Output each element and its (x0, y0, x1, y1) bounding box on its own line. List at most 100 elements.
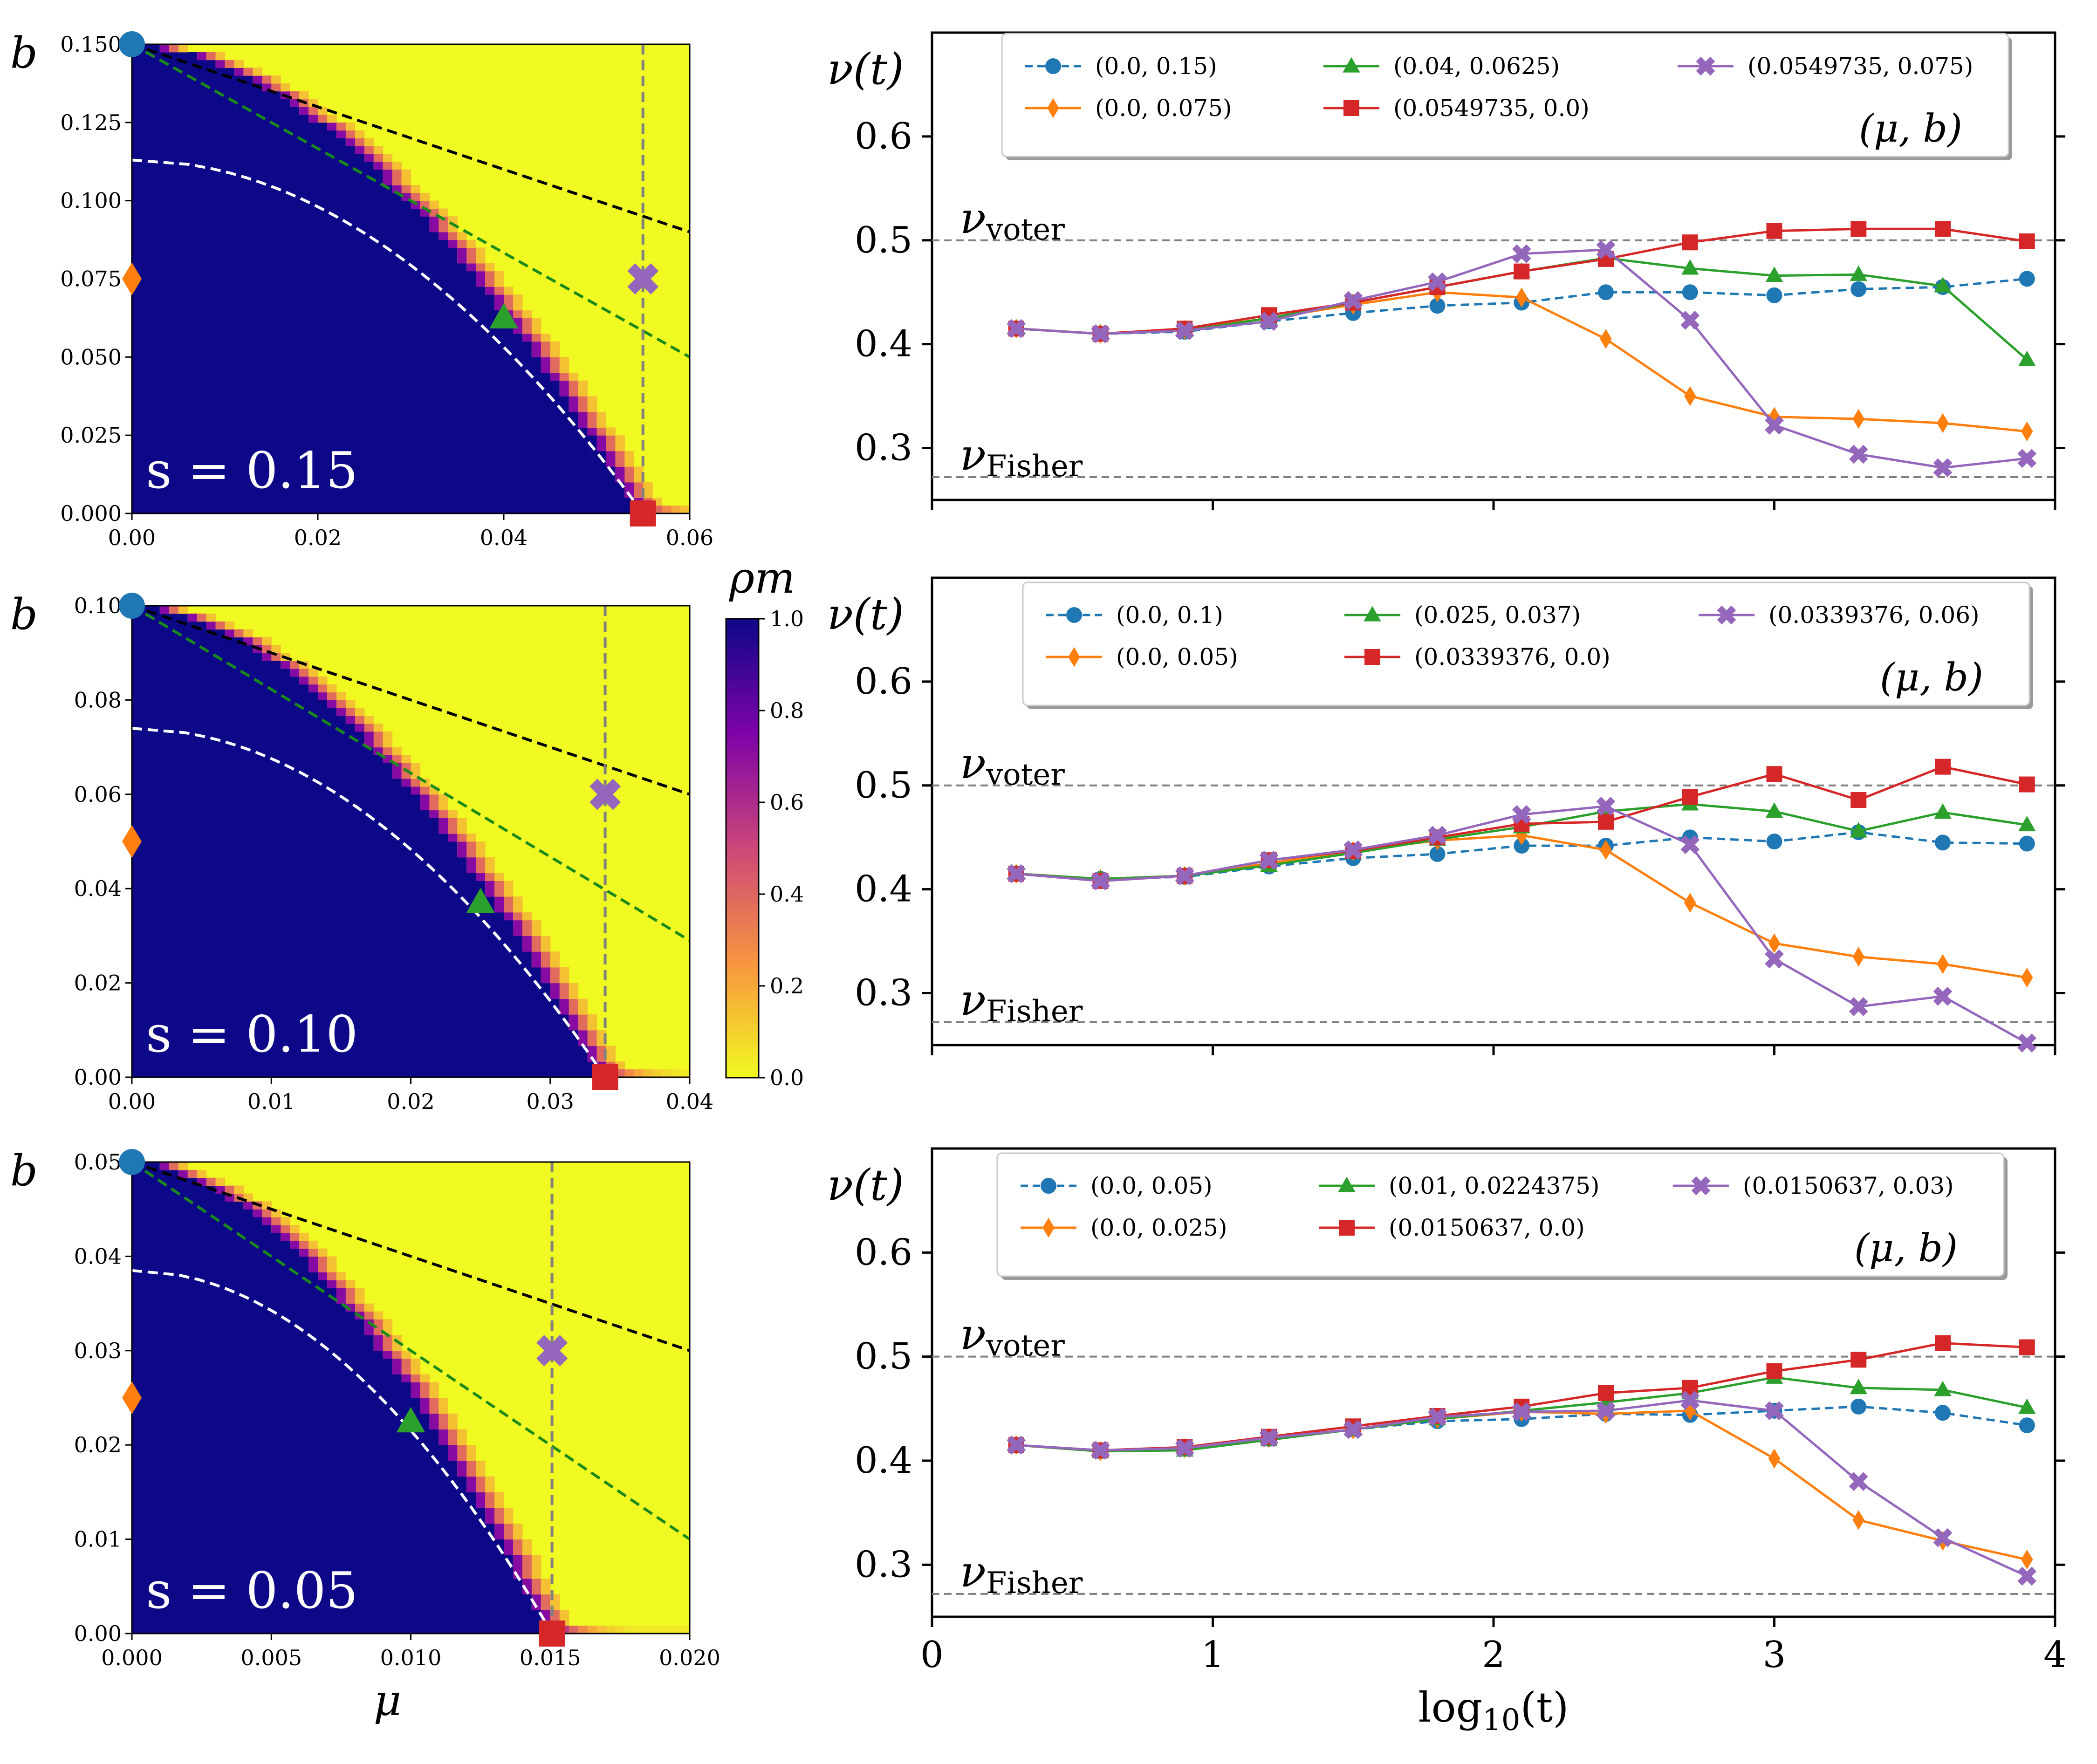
y-axis-label: ν(t) (827, 1160, 904, 1210)
transition-cell (448, 810, 458, 818)
absorbed-row (132, 1571, 513, 1579)
transition-cell (345, 138, 356, 146)
data-point-3 (1598, 1385, 1614, 1401)
absorbed-row (132, 357, 541, 365)
heatmap-cells (132, 1162, 690, 1634)
absorbed-row (132, 482, 625, 491)
y-tick-label: 0.4 (855, 323, 912, 365)
transition-cell (504, 1539, 514, 1548)
absorbed-row (132, 1492, 476, 1500)
data-point-4 (1343, 291, 1363, 310)
absorbed-row (132, 912, 504, 921)
transition-cell (308, 107, 318, 115)
transition-cell (439, 818, 448, 826)
transition-cell (485, 1508, 495, 1516)
transition-cell (411, 192, 421, 201)
data-point-1 (2021, 1549, 2033, 1570)
absorbed-row (132, 318, 513, 326)
absorbed-row (132, 1523, 495, 1532)
transition-cell (596, 443, 607, 451)
transition-cell (587, 396, 597, 404)
y-axis-label: b (10, 589, 38, 639)
transition-cell (596, 419, 607, 428)
absorbed-row (132, 1030, 578, 1039)
transition-cell (420, 1405, 430, 1414)
absorbed-row (132, 1500, 476, 1508)
transition-cell (494, 271, 504, 280)
transition-cell (541, 967, 551, 976)
transition-cell (578, 411, 588, 420)
transition-cell (262, 637, 272, 645)
transition-cell (513, 896, 523, 905)
data-point-3 (1766, 1363, 1782, 1379)
transition-cell (457, 834, 467, 842)
colorbar-tick-label: 0.4 (770, 882, 804, 907)
transition-cell (373, 146, 384, 154)
transition-cell (345, 130, 356, 138)
absorbed-row (132, 1311, 355, 1320)
transition-cell (587, 1626, 597, 1634)
transition-cell (522, 1578, 532, 1587)
transition-cell (281, 1232, 290, 1241)
data-point-1 (1684, 386, 1696, 406)
transition-cell (466, 841, 476, 850)
transition-cell (606, 435, 616, 444)
transition-cell (671, 1626, 681, 1634)
absorbed-row (132, 771, 392, 779)
transition-cell (253, 637, 262, 645)
transition-cell (531, 944, 541, 952)
data-point-1 (1600, 840, 1612, 860)
x-tick-label: 0.020 (659, 1645, 720, 1670)
transition-cell (178, 44, 188, 53)
absorbed-row (132, 1602, 532, 1610)
transition-cell (457, 247, 467, 256)
y-tick-label: 0.6 (855, 116, 912, 157)
transition-cell (504, 896, 514, 905)
transition-cell (615, 1626, 625, 1634)
absorbed-row (132, 1390, 411, 1398)
transition-cell (662, 1626, 672, 1634)
absorbed-row (132, 1014, 569, 1023)
y-tick-label: 0.02 (74, 971, 122, 996)
transition-cell (262, 75, 272, 84)
data-point-3 (2019, 776, 2035, 793)
transition-cell (327, 692, 337, 700)
data-point-1 (1600, 329, 1612, 349)
x-axis-label: μ (374, 1675, 402, 1725)
data-point-3 (2019, 233, 2035, 250)
transition-cell (355, 1287, 365, 1296)
transition-cell (401, 755, 411, 763)
transition-cell (578, 1022, 588, 1031)
black-dashed-line (131, 43, 690, 233)
legend: (0.0, 0.15) (0.0, 0.075) (0.04, 0.0625) (0.… (1001, 33, 2012, 160)
transition-cell (485, 1516, 495, 1524)
data-point-2 (1850, 822, 1867, 838)
heatmap-cells (132, 44, 690, 514)
transition-cell (569, 1626, 579, 1634)
transition-cell (587, 419, 597, 428)
y-tick-label: 0.03 (74, 1338, 122, 1363)
transition-cell (494, 1516, 504, 1524)
absorbed-row (132, 404, 569, 412)
marker-circle (119, 31, 145, 57)
transition-cell (439, 208, 448, 217)
transition-cell (234, 1185, 244, 1194)
transition-cell (429, 810, 439, 818)
transition-cell (513, 1555, 523, 1563)
legend-marker-3 (1364, 649, 1380, 665)
transition-cell (457, 826, 467, 834)
data-point-0 (1850, 1398, 1867, 1415)
transition-cell (439, 802, 448, 811)
transition-cell (559, 998, 569, 1007)
transition-cell (299, 1240, 309, 1249)
absorbed-row (132, 443, 597, 451)
transition-cell (550, 967, 560, 976)
x-tick-label: 0.00 (108, 1089, 156, 1114)
data-point-3 (1598, 814, 1614, 830)
transition-cell (494, 1531, 504, 1540)
heatmap-cells (132, 606, 690, 1078)
transition-cell (364, 153, 374, 162)
absorbed-row (132, 161, 374, 170)
transition-cell (159, 606, 170, 614)
